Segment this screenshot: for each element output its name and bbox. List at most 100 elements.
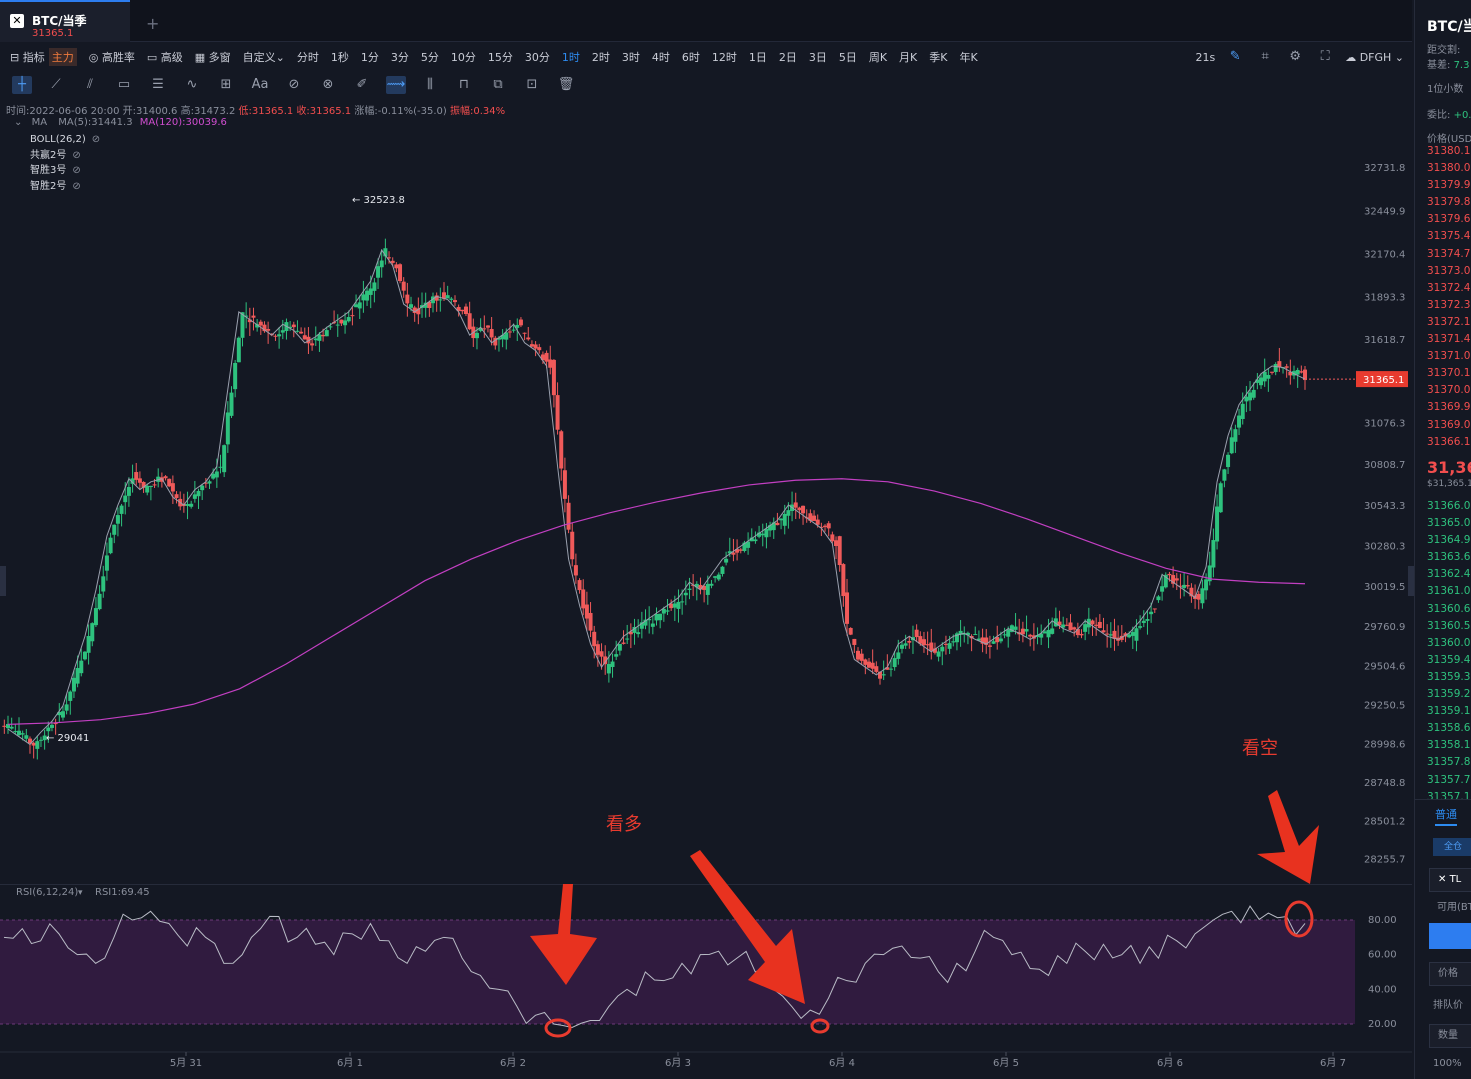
interval-1d[interactable]: 1日 bbox=[748, 51, 767, 64]
candle-down[interactable] bbox=[467, 313, 472, 330]
candle-up[interactable] bbox=[764, 528, 769, 538]
candles-icon[interactable]: ⫼ bbox=[427, 77, 433, 92]
candle-up[interactable] bbox=[9, 726, 14, 729]
candle-down[interactable] bbox=[163, 476, 168, 479]
ask-row[interactable]: 31369.9 bbox=[1427, 401, 1471, 414]
candle-down[interactable] bbox=[1064, 624, 1069, 626]
candle-up[interactable] bbox=[496, 337, 501, 340]
candle-up[interactable] bbox=[771, 522, 776, 531]
candle-up[interactable] bbox=[207, 481, 212, 484]
interval-3m[interactable]: 3分 bbox=[390, 51, 409, 64]
candle-up[interactable] bbox=[610, 661, 615, 667]
candle-down[interactable] bbox=[31, 742, 36, 746]
candle-down[interactable] bbox=[398, 264, 403, 282]
candle-down[interactable] bbox=[1299, 371, 1304, 373]
candle-up[interactable] bbox=[720, 566, 725, 574]
candle-down[interactable] bbox=[1101, 630, 1106, 633]
candle-up[interactable] bbox=[97, 593, 102, 610]
candle-up[interactable] bbox=[727, 551, 732, 554]
candle-up[interactable] bbox=[713, 576, 718, 578]
candle-down[interactable] bbox=[793, 502, 798, 508]
candle-up[interactable] bbox=[324, 330, 329, 337]
candle-up[interactable] bbox=[376, 266, 381, 278]
candle-down[interactable] bbox=[174, 494, 179, 499]
candle-up[interactable] bbox=[1024, 629, 1029, 632]
candle-down[interactable] bbox=[874, 666, 879, 672]
candle-up[interactable] bbox=[68, 691, 73, 701]
interval-5m[interactable]: 5分 bbox=[420, 51, 439, 64]
candle-up[interactable] bbox=[1046, 629, 1051, 638]
candle-up[interactable] bbox=[119, 505, 124, 514]
candle-up[interactable] bbox=[86, 636, 91, 653]
indicator-zhisheng3[interactable]: 智胜3号 ⊘ bbox=[30, 165, 81, 176]
candle-up[interactable] bbox=[1215, 506, 1220, 542]
candle-down[interactable] bbox=[1174, 578, 1179, 581]
ask-row[interactable]: 31372.1 bbox=[1427, 315, 1471, 328]
candle-down[interactable] bbox=[738, 549, 743, 551]
candle-down[interactable] bbox=[856, 650, 861, 660]
candle-up[interactable] bbox=[665, 610, 670, 612]
candle-down[interactable] bbox=[984, 637, 989, 645]
candle-down[interactable] bbox=[925, 644, 930, 646]
candle-down[interactable] bbox=[669, 603, 674, 609]
candle-down[interactable] bbox=[1167, 573, 1172, 576]
symbol-select[interactable]: ✕ TL bbox=[1429, 868, 1471, 892]
candle-up[interactable] bbox=[661, 608, 666, 614]
candle-down[interactable] bbox=[845, 592, 850, 624]
lock-icon[interactable]: ⊓ bbox=[458, 77, 470, 92]
candle-up[interactable] bbox=[313, 338, 318, 341]
bid-row[interactable]: 31363.6 bbox=[1427, 551, 1471, 564]
candle-down[interactable] bbox=[830, 534, 835, 542]
candle-down[interactable] bbox=[266, 329, 271, 331]
candle-up[interactable] bbox=[1108, 634, 1113, 636]
candle-up[interactable] bbox=[683, 592, 688, 596]
candle-up[interactable] bbox=[288, 326, 293, 328]
bid-row[interactable]: 31359.4 bbox=[1427, 653, 1471, 666]
candle-down[interactable] bbox=[877, 671, 882, 679]
candle-down[interactable] bbox=[1171, 575, 1176, 584]
candle-up[interactable] bbox=[936, 651, 941, 657]
candle-up[interactable] bbox=[101, 576, 106, 592]
candle-down[interactable] bbox=[826, 523, 831, 529]
interval-quarter[interactable]: 季K bbox=[929, 51, 948, 64]
candle-up[interactable] bbox=[1273, 364, 1278, 373]
candle-up[interactable] bbox=[126, 487, 131, 496]
candle-up[interactable] bbox=[511, 329, 516, 331]
candle-down[interactable] bbox=[980, 637, 985, 644]
ask-row[interactable]: 31371.0 bbox=[1427, 350, 1471, 363]
candle-up[interactable] bbox=[108, 537, 113, 554]
candle-down[interactable] bbox=[775, 522, 780, 526]
candle-down[interactable] bbox=[134, 472, 139, 480]
candle-down[interactable] bbox=[1284, 366, 1289, 368]
candle-up[interactable] bbox=[749, 537, 754, 542]
candle-down[interactable] bbox=[918, 636, 923, 644]
ask-row[interactable]: 31370.0 bbox=[1427, 384, 1471, 397]
candle-down[interactable] bbox=[258, 321, 263, 326]
decimal-select[interactable]: 1位小数 bbox=[1427, 84, 1464, 95]
candle-down[interactable] bbox=[1020, 628, 1025, 635]
candle-up[interactable] bbox=[1163, 574, 1168, 588]
candle-up[interactable] bbox=[1295, 369, 1300, 375]
candle-down[interactable] bbox=[27, 738, 32, 744]
candle-up[interactable] bbox=[372, 282, 377, 291]
candle-down[interactable] bbox=[702, 585, 707, 590]
candle-up[interactable] bbox=[1050, 628, 1055, 634]
advanced-button[interactable]: ▭ 高级 bbox=[146, 51, 183, 64]
candle-up[interactable] bbox=[1207, 565, 1212, 582]
candle-up[interactable] bbox=[189, 503, 194, 507]
bid-row[interactable]: 31358.1 bbox=[1427, 739, 1471, 752]
candle-down[interactable] bbox=[815, 519, 820, 525]
rsi-chart[interactable]: 80.00 60.00 40.00 20.00 RSI(6,12,24) ▾ RSI1… bbox=[0, 884, 1412, 1079]
ask-row[interactable]: 31380.1 bbox=[1427, 145, 1471, 157]
candle-down[interactable] bbox=[1152, 608, 1157, 610]
candle-up[interactable] bbox=[214, 471, 219, 478]
candle-down[interactable] bbox=[1277, 361, 1282, 368]
candle-down[interactable] bbox=[573, 565, 578, 576]
ask-row[interactable]: 31375.4 bbox=[1427, 230, 1471, 243]
candle-down[interactable] bbox=[551, 359, 556, 396]
hide-drawings-icon[interactable]: ⊗ bbox=[322, 77, 334, 92]
gear-icon[interactable]: ⚙ bbox=[1289, 49, 1302, 64]
candle-up[interactable] bbox=[636, 632, 641, 635]
candle-down[interactable] bbox=[581, 589, 586, 609]
candle-up[interactable] bbox=[1009, 625, 1014, 632]
